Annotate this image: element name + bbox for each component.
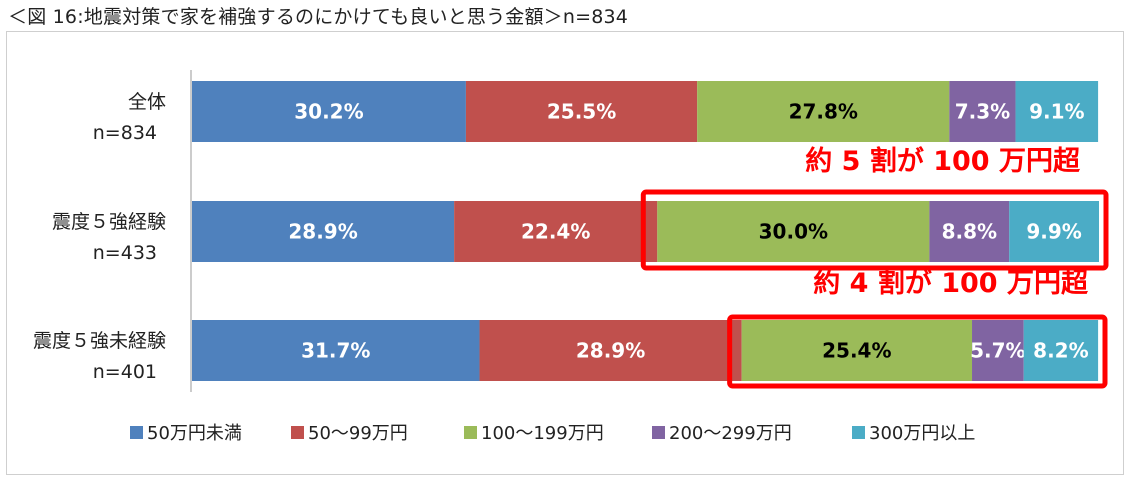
bar-segment: [949, 81, 1016, 142]
bar-segment: [972, 320, 1024, 381]
data-label: 30.2%: [294, 100, 363, 124]
data-label: 7.3%: [955, 100, 1010, 124]
highlight-box: [640, 189, 1109, 271]
category-label: 震度５強経験: [52, 211, 166, 233]
data-label: 8.2%: [1033, 339, 1088, 363]
legend-swatch: [464, 426, 477, 439]
data-label: 25.5%: [547, 100, 616, 124]
bar-segment: [192, 320, 480, 381]
data-label: 28.9%: [288, 220, 357, 244]
bar-segment: [465, 81, 698, 142]
category-label: 全体: [128, 91, 166, 113]
bar-segment: [929, 201, 1010, 262]
bar-segment: [697, 81, 950, 142]
data-label: 8.8%: [942, 220, 997, 244]
bars-group: 30.2% 25.5% 27.8% 7.3% 9.1% 28.9% 22.4% 30.0% 8.…: [192, 81, 1099, 381]
annotation-text: 約 4 割が 100 万円超: [813, 267, 1089, 299]
legend-label: 50〜99万円: [308, 423, 408, 444]
data-label: 9.9%: [1026, 220, 1081, 244]
bar-segment: [657, 201, 930, 262]
bar-segment: [741, 320, 973, 381]
bar-segment: [1023, 320, 1099, 381]
data-label: 9.1%: [1029, 100, 1084, 124]
legend-swatch: [852, 426, 865, 439]
bar-segment: [479, 320, 742, 381]
chart-frame: [6, 31, 1124, 475]
highlight-box: [727, 314, 1108, 389]
category-n-label: n=433: [93, 242, 157, 264]
legend-swatch: [291, 426, 304, 439]
category-labels: 全体 n=834 震度５強経験 n=433 震度５強未経験 n=401: [33, 91, 166, 383]
legend-swatch: [130, 426, 143, 439]
bar-segment: [1009, 201, 1099, 262]
data-label: 25.4%: [822, 339, 891, 363]
data-label: 30.0%: [759, 220, 828, 244]
legend: 50万円未満 50〜99万円 100〜199万円 200〜299万円 300万円以上: [130, 423, 975, 444]
data-label: 22.4%: [521, 220, 590, 244]
legend-label: 300万円以上: [869, 423, 975, 444]
category-n-label: n=834: [93, 122, 157, 144]
legend-swatch: [652, 426, 665, 439]
bar-segment: [454, 201, 658, 262]
category-n-label: n=401: [93, 361, 157, 383]
chart-title: ＜図 16:地震対策で家を補強するのにかけても良いと思う金額＞n=834: [8, 6, 629, 28]
data-label: 31.7%: [301, 339, 370, 363]
bar-segment: [1015, 81, 1099, 142]
legend-label: 100〜199万円: [481, 423, 604, 444]
category-label: 震度５強未経験: [33, 330, 166, 352]
legend-label: 200〜299万円: [669, 423, 792, 444]
data-label: 27.8%: [789, 100, 858, 124]
data-label: 5.7%: [970, 339, 1025, 363]
bar-segment: [192, 201, 455, 262]
bar-segment: [192, 81, 466, 142]
annotation-text: 約 5 割が 100 万円超: [805, 145, 1081, 177]
legend-label: 50万円未満: [147, 423, 242, 444]
data-label: 28.9%: [576, 339, 645, 363]
